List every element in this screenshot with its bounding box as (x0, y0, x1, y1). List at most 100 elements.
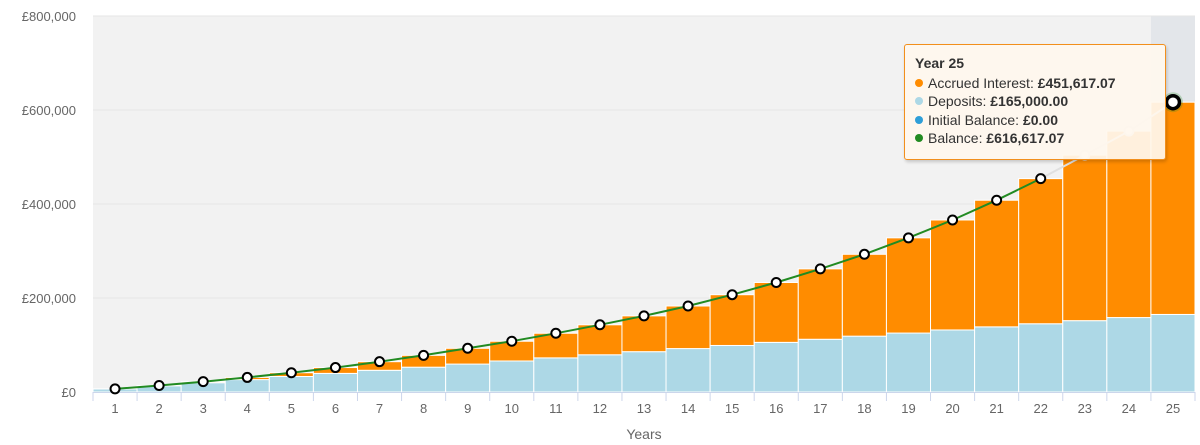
y-tick-label: £800,000 (22, 9, 76, 24)
interest-bar[interactable] (709, 294, 755, 346)
x-tick-label: 1 (111, 401, 118, 416)
deposits-bar[interactable] (885, 332, 932, 393)
balance-marker[interactable] (241, 371, 253, 383)
x-tick-label: 15 (725, 401, 739, 416)
balance-marker[interactable] (814, 263, 826, 275)
x-tick-label: 18 (857, 401, 871, 416)
balance-marker[interactable] (506, 335, 518, 347)
balance-marker[interactable] (197, 376, 209, 388)
x-tick-label: 22 (1033, 401, 1047, 416)
tooltip-value: £0.00 (1022, 111, 1058, 128)
interest-bar[interactable] (665, 305, 711, 350)
deposits-bar[interactable] (445, 363, 491, 393)
balance-marker[interactable] (1035, 173, 1047, 185)
interest-bar[interactable] (841, 253, 887, 337)
deposits-bar[interactable] (841, 335, 887, 393)
balance-marker[interactable] (770, 276, 782, 288)
x-tick-label: 24 (1122, 401, 1136, 416)
tooltip-value: £165,000.00 (990, 93, 1069, 109)
deposits-bar[interactable] (533, 357, 579, 393)
tooltip-label: Balance: (928, 130, 983, 146)
y-tick-label: £200,000 (22, 291, 76, 306)
interest-bar[interactable] (797, 268, 843, 340)
interest-bar[interactable] (1062, 154, 1108, 322)
x-tick-label: 16 (769, 401, 783, 416)
x-tick-label: 6 (332, 401, 339, 416)
x-tick-label: 9 (464, 401, 471, 416)
balance-marker[interactable] (1164, 93, 1182, 111)
bars[interactable] (92, 101, 1196, 393)
deposits-bar[interactable] (621, 351, 667, 393)
balance-marker[interactable] (329, 362, 341, 374)
x-tick-label: 17 (813, 401, 827, 416)
x-tick-label: 2 (156, 401, 163, 416)
x-tick-label: 4 (244, 401, 251, 416)
deposits-bar[interactable] (974, 326, 1020, 393)
interest-bar[interactable] (621, 315, 667, 353)
interest-bar[interactable] (974, 199, 1020, 328)
interest-bar[interactable] (930, 219, 976, 331)
x-tick-label: 7 (376, 401, 383, 416)
x-tick-label: 8 (420, 401, 427, 416)
x-tick-label: 21 (989, 401, 1003, 416)
x-tick-label: 3 (200, 401, 207, 416)
deposits-dot-icon (915, 97, 923, 105)
initial-balance-dot-icon (915, 115, 923, 124)
deposits-bar[interactable] (753, 341, 799, 393)
y-tick-label: £0 (62, 385, 76, 400)
deposits-bar[interactable] (401, 366, 447, 393)
interest-dot-icon (915, 78, 923, 87)
deposits-bar[interactable] (356, 369, 403, 393)
x-axis: 1 2 3 4 5 6 7 8 9 10 11 12 13 14 15 16 17 18 19 20 21 22 23 24 2… (92, 392, 1196, 416)
x-tick-label: 10 (505, 401, 519, 416)
deposits-bar[interactable] (1062, 320, 1108, 393)
deposits-bar[interactable] (930, 329, 976, 393)
balance-marker[interactable] (638, 310, 650, 322)
x-axis-title: Years (626, 426, 661, 442)
deposits-bar[interactable] (268, 375, 314, 393)
balance-marker[interactable] (109, 383, 121, 395)
balance-marker[interactable] (153, 380, 165, 392)
balance-marker[interactable] (374, 356, 386, 368)
deposits-bar[interactable] (1150, 313, 1196, 393)
interest-bar[interactable] (1018, 178, 1064, 325)
balance-marker[interactable] (902, 232, 914, 244)
x-tick-label: 13 (637, 401, 651, 416)
tooltip-row-initial: Initial Balance: £0.00 (915, 111, 1155, 130)
deposits-bar[interactable] (709, 344, 755, 393)
tooltip-title: Year 25 (915, 55, 965, 71)
balance-marker[interactable] (991, 194, 1003, 206)
tooltip-label: Initial Balance: (928, 111, 1020, 128)
y-tick-label: £400,000 (22, 197, 76, 212)
balance-markers[interactable] (109, 92, 1183, 395)
balance-marker[interactable] (418, 349, 430, 361)
tooltip-value: £451,617.07 (1037, 74, 1116, 91)
balance-line (114, 177, 1042, 390)
deposits-bar[interactable] (577, 354, 623, 393)
interest-bar[interactable] (753, 281, 799, 343)
balance-marker[interactable] (462, 342, 474, 354)
tooltip-row-interest: Accrued Interest: £451,617.07 (915, 74, 1155, 93)
x-tick-label: 5 (288, 401, 295, 416)
interest-bar[interactable] (885, 237, 932, 334)
tooltip-label: Deposits: (928, 93, 987, 109)
deposits-bar[interactable] (1018, 323, 1064, 393)
deposits-bar[interactable] (797, 338, 843, 393)
tooltip-row-deposits: Deposits: £165,000.00 (915, 92, 1155, 111)
balance-marker[interactable] (594, 319, 606, 331)
deposits-bar[interactable] (489, 360, 535, 393)
balance-marker[interactable] (947, 214, 959, 226)
tooltip: Year 25 Accrued Interest: £451,617.07 De… (904, 44, 1166, 160)
balance-marker[interactable] (858, 248, 870, 260)
balance-marker[interactable] (550, 327, 562, 339)
balance-marker[interactable] (285, 367, 297, 379)
x-tick-label: 19 (901, 401, 915, 416)
x-tick-label: 11 (549, 401, 563, 416)
deposits-bar[interactable] (312, 372, 358, 393)
deposits-bar[interactable] (665, 348, 711, 393)
balance-marker[interactable] (682, 300, 694, 312)
tooltip-row-balance: Balance: £616,617.07 (915, 129, 1155, 148)
balance-marker[interactable] (726, 289, 738, 301)
deposits-bar[interactable] (1106, 317, 1152, 393)
x-tick-label: 14 (681, 401, 695, 416)
